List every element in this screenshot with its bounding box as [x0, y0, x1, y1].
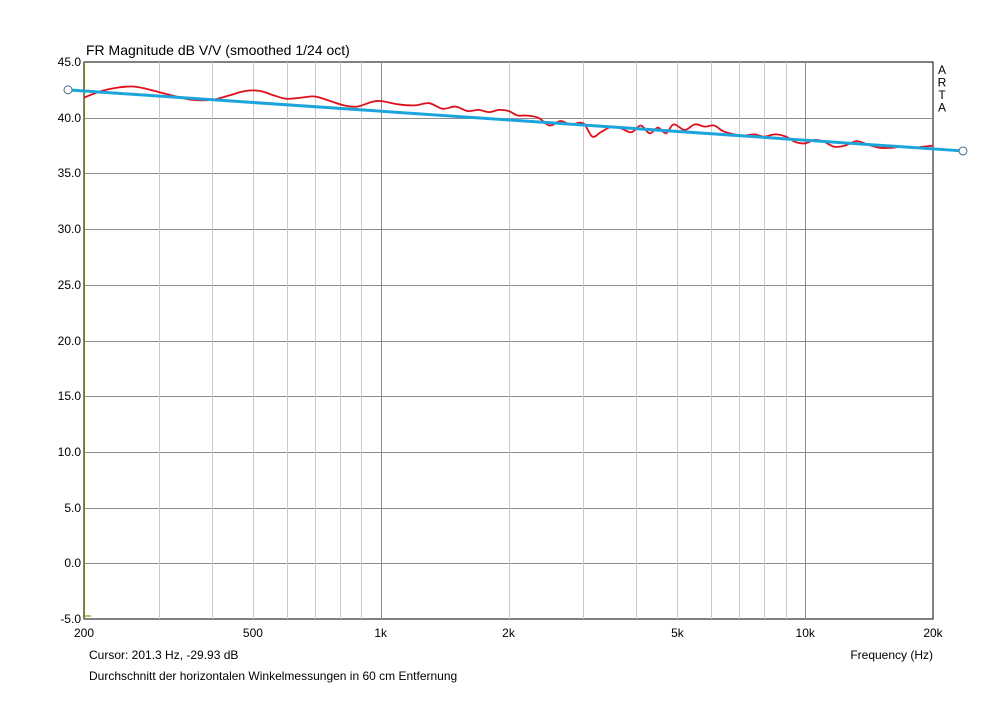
series [63, 85, 968, 156]
arta-letter: A [938, 101, 946, 115]
y-tick-label: 40.0 [58, 111, 82, 125]
y-axis-ticks: 45.0 40.0 35.0 30.0 25.0 20.0 15.0 10.0 5.0 0.0 -5… [58, 55, 82, 626]
chart-caption: Durchschnitt der horizontalen Winkelmess… [89, 669, 458, 683]
regression-handle-right [958, 146, 968, 156]
y-tick-label: 10.0 [58, 445, 82, 459]
grid [84, 62, 933, 619]
x-tick-label: 1k [374, 626, 388, 640]
y-tick-label: 15.0 [58, 389, 82, 403]
y-tick-label: 5.0 [64, 501, 81, 515]
regression-handle-left [63, 85, 73, 95]
x-axis-label: Frequency (Hz) [850, 648, 933, 662]
y-tick-label: -5.0 [60, 612, 81, 626]
y-tick-label: 30.0 [58, 222, 82, 236]
regression-line [66, 88, 965, 153]
x-tick-label: 200 [74, 626, 94, 640]
arta-letter: A [938, 63, 946, 77]
y-tick-label: 0.0 [64, 556, 81, 570]
x-tick-label: 500 [243, 626, 263, 640]
chart-title: FR Magnitude dB V/V (smoothed 1/24 oct) [86, 42, 350, 58]
y-tick-label: 25.0 [58, 278, 82, 292]
x-tick-label: 20k [923, 626, 943, 640]
y-tick-label: 35.0 [58, 166, 82, 180]
arta-letter: R [938, 76, 947, 90]
cursor-readout: Cursor: 201.3 Hz, -29.93 dB [89, 648, 239, 662]
y-tick-label: 45.0 [58, 55, 82, 69]
x-axis-ticks: 200 500 1k 2k 5k 10k 20k [74, 626, 944, 640]
y-tick-label: 20.0 [58, 334, 82, 348]
plot-area [83, 61, 934, 620]
x-tick-label: 5k [671, 626, 685, 640]
x-tick-label: 10k [796, 626, 816, 640]
arta-letter: T [938, 88, 946, 102]
x-tick-label: 2k [502, 626, 516, 640]
